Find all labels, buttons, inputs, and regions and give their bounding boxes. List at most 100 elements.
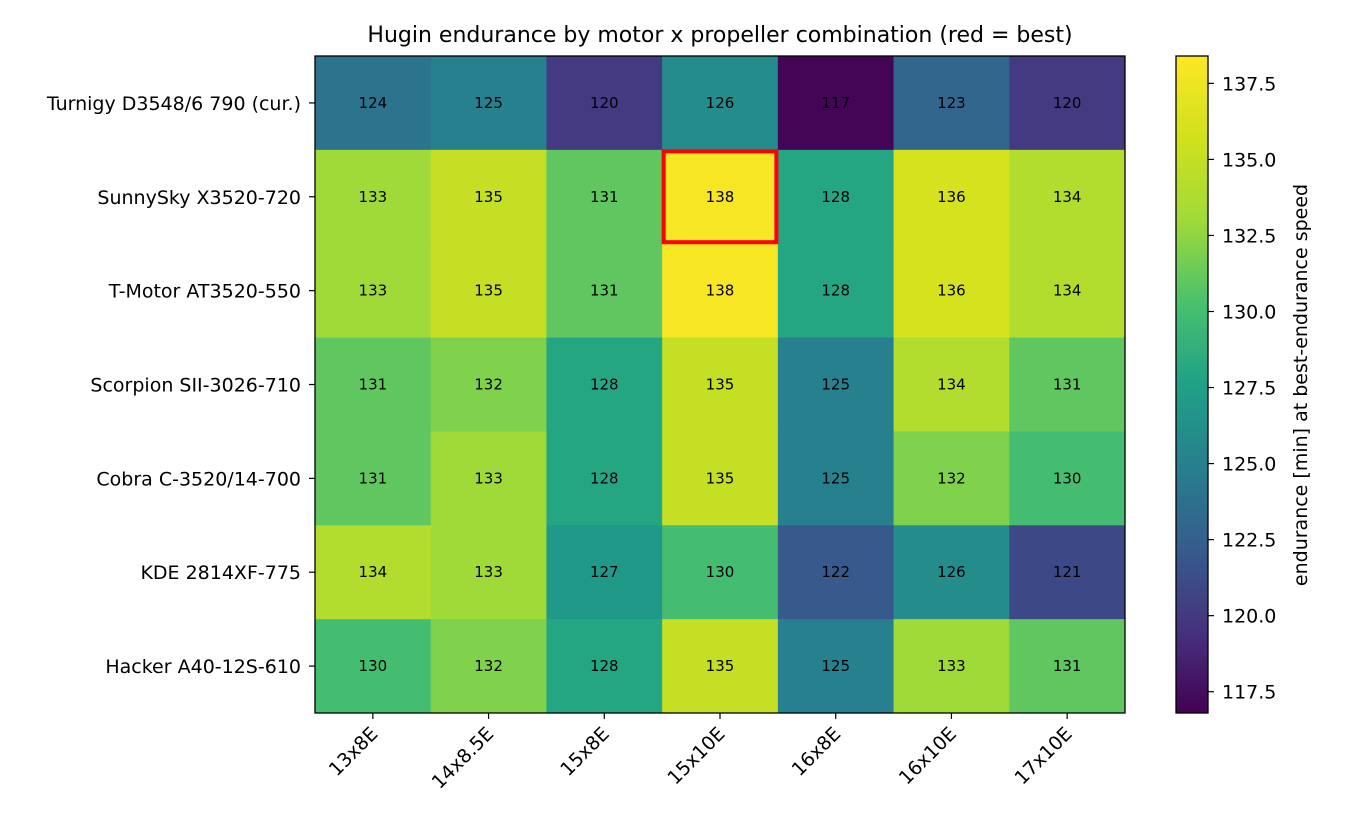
cell-value-label: 128 (590, 657, 619, 675)
best-highlight (661, 149, 779, 245)
cell-value-label: 117 (821, 94, 850, 112)
heatmap-cell (893, 149, 1010, 245)
heatmap-cell (546, 56, 663, 151)
cell-value-label: 125 (821, 657, 850, 675)
heatmap-cell (430, 525, 547, 620)
heatmap-cell (662, 243, 779, 339)
cell-value-label: 135 (474, 188, 503, 206)
y-tick-label: Scorpion SII-3026-710 (90, 375, 301, 397)
colorbar-tick-label: 137.5 (1222, 73, 1276, 95)
cell-value-label: 128 (821, 282, 850, 300)
heatmap-cell (662, 149, 779, 245)
heatmap-cell-labels: 124 125 120 126 117 123 120 133 135 131 138 128 136 1… (359, 94, 1082, 675)
heatmap-cell (893, 525, 1010, 620)
heatmap-cell (315, 525, 432, 620)
chart-title: Hugin endurance by motor x propeller com… (367, 23, 1072, 48)
cell-value-label: 130 (706, 563, 735, 581)
cell-value-label: 131 (590, 188, 619, 206)
y-tick-label: Hacker A40-12S-610 (105, 656, 301, 678)
heatmap-cell (777, 431, 895, 526)
cell-value-label: 135 (706, 657, 735, 675)
y-tick-label: SunnySky X3520-720 (97, 187, 301, 209)
cell-value-label: 131 (1053, 657, 1082, 675)
cell-value-label: 131 (359, 376, 388, 394)
cell-value-label: 130 (359, 657, 388, 675)
heatmap-cell (315, 149, 432, 245)
cell-value-label: 125 (821, 376, 850, 394)
heatmap-cell (315, 619, 432, 714)
heatmap-cell (430, 149, 547, 245)
heatmap-cell (315, 56, 432, 151)
cell-value-label: 136 (937, 282, 966, 300)
heatmap-cell (1009, 619, 1126, 714)
heatmap-cell (777, 243, 895, 339)
cell-value-label: 133 (474, 469, 503, 487)
cell-value-label: 132 (937, 469, 966, 487)
cell-value-label: 131 (1053, 376, 1082, 394)
cell-value-label: 128 (821, 188, 850, 206)
heatmap-cell (546, 619, 663, 714)
heatmap-cell (777, 525, 895, 620)
heatmap-cells (315, 56, 1126, 714)
cell-value-label: 135 (706, 376, 735, 394)
cell-value-label: 121 (1053, 563, 1082, 581)
cell-value-label: 134 (1053, 282, 1082, 300)
x-tick-label: 15x8E (556, 723, 614, 781)
heatmap-cell (777, 337, 895, 432)
colorbar (1175, 55, 1209, 714)
heatmap-cell (1009, 525, 1126, 620)
heatmap-cell (893, 337, 1010, 432)
heatmap-cell (546, 149, 663, 245)
cell-value-label: 126 (937, 563, 966, 581)
heatmap-cell (430, 619, 547, 714)
heatmap-cell (777, 149, 895, 245)
y-tick-label: T-Motor AT3520-550 (108, 281, 301, 303)
x-axis: 13x8E 14x8.5E 15x8E 15x10E 16x8E 16x10E 17x10E (325, 713, 1077, 793)
x-tick-label: 17x10E (1010, 723, 1076, 789)
best-cell-highlight (661, 149, 779, 245)
cell-value-label: 134 (359, 563, 388, 581)
cell-value-label: 122 (821, 563, 850, 581)
cell-value-label: 131 (359, 469, 388, 487)
heatmap-cell (546, 525, 663, 620)
cell-value-label: 134 (937, 376, 966, 394)
cell-value-label: 131 (590, 282, 619, 300)
colorbar-label: endurance [min] at best-endurance speed (1290, 184, 1312, 586)
heatmap-cell (662, 431, 779, 526)
heatmap-cell (315, 243, 432, 339)
heatmap-cell (546, 243, 663, 339)
cell-value-label: 132 (474, 376, 503, 394)
cell-value-label: 133 (937, 657, 966, 675)
heatmap-cell (662, 619, 779, 714)
heatmap-cell (430, 56, 547, 151)
heatmap-cell (777, 619, 895, 714)
cell-value-label: 133 (474, 563, 503, 581)
cell-value-label: 135 (474, 282, 503, 300)
x-tick-label: 13x8E (325, 723, 383, 781)
colorbar-ticks: 117.5 120.0 122.5 125.0 127.5 130.0 132.5 135.0… (1208, 73, 1276, 704)
cell-value-label: 120 (590, 94, 619, 112)
heatmap-cell (1009, 431, 1126, 526)
cell-value-label: 132 (474, 657, 503, 675)
cell-value-label: 133 (359, 188, 388, 206)
heatmap-cell (315, 337, 432, 432)
x-tick-label: 16x8E (788, 723, 846, 781)
heatmap-cell (662, 337, 779, 432)
heatmap-cell (777, 56, 895, 151)
heatmap-cell (662, 56, 779, 151)
colorbar-tick-label: 132.5 (1222, 225, 1276, 247)
y-axis: Turnigy D3548/6 790 (cur.) SunnySky X3520… (46, 93, 315, 678)
heatmap-cell (893, 243, 1010, 339)
x-tick-label: 16x10E (895, 723, 961, 789)
cell-value-label: 127 (590, 563, 619, 581)
cell-value-label: 138 (706, 188, 735, 206)
x-tick-label: 14x8.5E (428, 723, 498, 793)
y-tick-label: Cobra C-3520/14-700 (96, 468, 301, 490)
colorbar-tick-label: 120.0 (1222, 606, 1276, 628)
cell-value-label: 136 (937, 188, 966, 206)
x-tick-label: 15x10E (663, 723, 729, 789)
heatmap-cell (1009, 243, 1126, 339)
heatmap-cell (430, 337, 547, 432)
